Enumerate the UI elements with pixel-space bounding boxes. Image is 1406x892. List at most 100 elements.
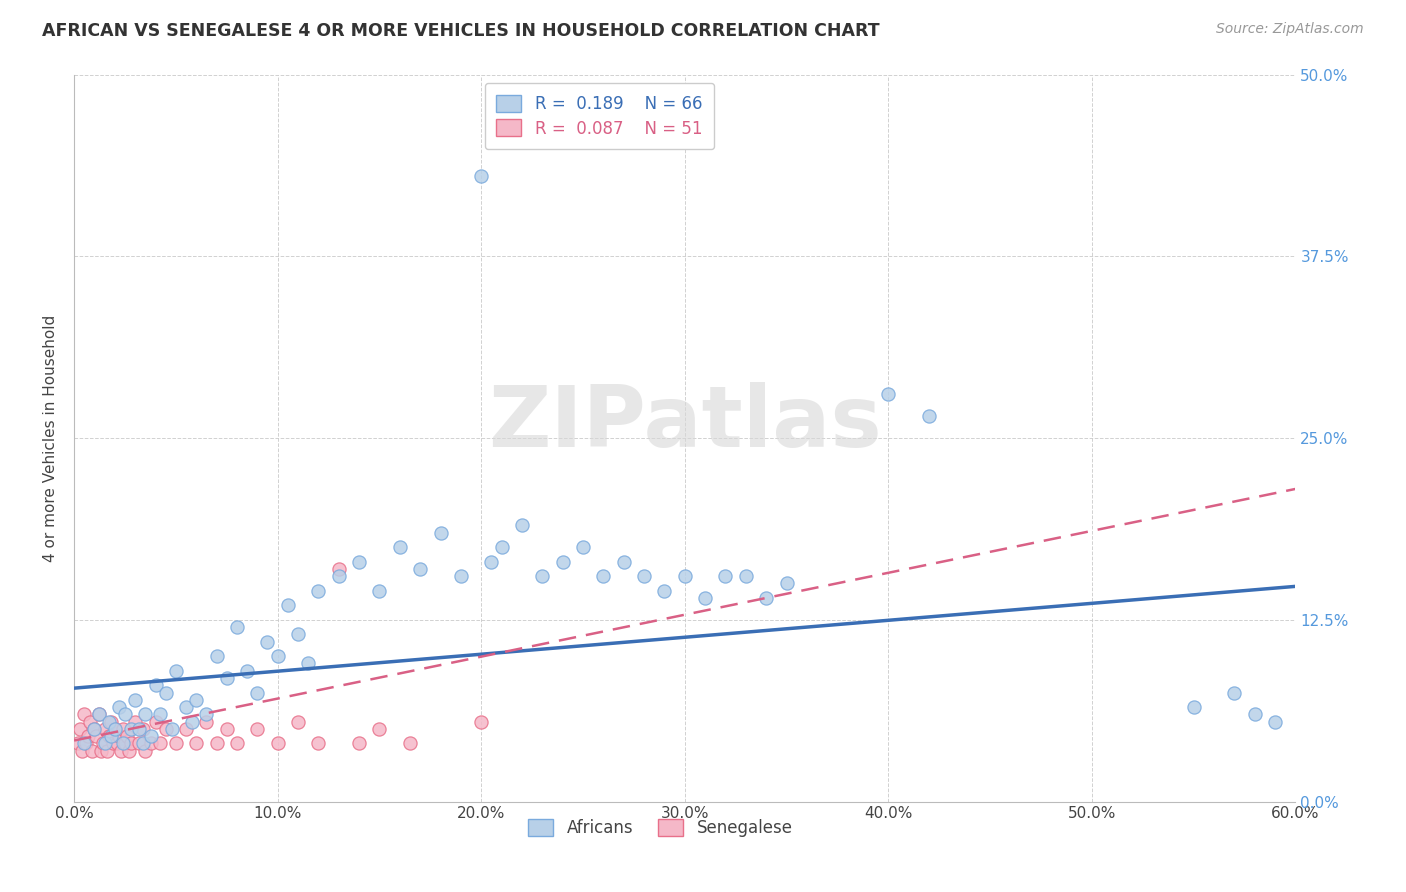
- Point: [215, 671, 238, 685]
- Point: [155, 722, 177, 736]
- Point: [110, 744, 132, 758]
- Point: [450, 569, 472, 583]
- Point: [165, 736, 187, 750]
- Point: [97, 714, 120, 729]
- Point: [287, 627, 309, 641]
- Point: [87, 707, 110, 722]
- Point: [226, 620, 249, 634]
- Point: [470, 169, 492, 184]
- Point: [510, 518, 533, 533]
- Point: [67, 736, 90, 750]
- Point: [128, 736, 150, 750]
- Point: [132, 722, 155, 736]
- Point: [714, 569, 737, 583]
- Point: [236, 664, 259, 678]
- Point: [531, 569, 554, 583]
- Point: [73, 707, 96, 722]
- Point: [347, 555, 370, 569]
- Point: [165, 664, 187, 678]
- Point: [491, 540, 513, 554]
- Point: [368, 722, 391, 736]
- Point: [90, 744, 112, 758]
- Point: [181, 714, 204, 729]
- Point: [307, 583, 329, 598]
- Point: [266, 736, 288, 750]
- Point: [160, 722, 183, 736]
- Point: [195, 714, 218, 729]
- Legend: Africans, Senegalese: Africans, Senegalese: [522, 813, 799, 844]
- Point: [111, 722, 134, 736]
- Point: [132, 736, 155, 750]
- Point: [1264, 714, 1286, 729]
- Point: [108, 729, 131, 743]
- Point: [141, 736, 163, 750]
- Point: [368, 583, 391, 598]
- Point: [97, 729, 120, 743]
- Point: [695, 591, 717, 605]
- Text: ZIPatlas: ZIPatlas: [488, 382, 882, 465]
- Point: [1243, 707, 1265, 722]
- Point: [174, 722, 197, 736]
- Point: [479, 555, 502, 569]
- Point: [328, 569, 350, 583]
- Point: [1223, 685, 1246, 699]
- Point: [104, 722, 127, 736]
- Point: [388, 540, 411, 554]
- Point: [69, 722, 91, 736]
- Point: [114, 736, 136, 750]
- Point: [70, 744, 93, 758]
- Point: [120, 736, 142, 750]
- Point: [86, 729, 108, 743]
- Point: [93, 736, 115, 750]
- Point: [877, 387, 900, 401]
- Point: [93, 722, 115, 736]
- Point: [399, 736, 422, 750]
- Point: [226, 736, 249, 750]
- Point: [104, 722, 127, 736]
- Point: [155, 685, 177, 699]
- Point: [87, 707, 110, 722]
- Point: [1182, 700, 1205, 714]
- Point: [205, 649, 228, 664]
- Point: [429, 525, 451, 540]
- Point: [470, 714, 492, 729]
- Point: [141, 729, 163, 743]
- Y-axis label: 4 or more Vehicles in Household: 4 or more Vehicles in Household: [44, 314, 58, 562]
- Point: [100, 729, 122, 743]
- Point: [134, 707, 156, 722]
- Point: [115, 729, 138, 743]
- Point: [246, 685, 269, 699]
- Point: [83, 722, 105, 736]
- Point: [91, 736, 114, 750]
- Point: [613, 555, 636, 569]
- Point: [111, 736, 134, 750]
- Point: [633, 569, 655, 583]
- Point: [120, 722, 142, 736]
- Point: [287, 714, 309, 729]
- Point: [145, 714, 167, 729]
- Point: [328, 562, 350, 576]
- Point: [79, 714, 101, 729]
- Point: [105, 736, 128, 750]
- Point: [128, 722, 150, 736]
- Point: [551, 555, 574, 569]
- Point: [124, 714, 146, 729]
- Point: [149, 736, 172, 750]
- Point: [307, 736, 329, 750]
- Point: [277, 599, 299, 613]
- Point: [149, 707, 172, 722]
- Point: [266, 649, 288, 664]
- Point: [100, 714, 122, 729]
- Point: [83, 722, 105, 736]
- Point: [114, 707, 136, 722]
- Text: AFRICAN VS SENEGALESE 4 OR MORE VEHICLES IN HOUSEHOLD CORRELATION CHART: AFRICAN VS SENEGALESE 4 OR MORE VEHICLES…: [42, 22, 880, 40]
- Point: [96, 744, 118, 758]
- Point: [108, 700, 131, 714]
- Point: [347, 736, 370, 750]
- Point: [755, 591, 778, 605]
- Point: [118, 744, 141, 758]
- Point: [75, 736, 97, 750]
- Point: [205, 736, 228, 750]
- Point: [134, 744, 156, 758]
- Point: [918, 409, 941, 424]
